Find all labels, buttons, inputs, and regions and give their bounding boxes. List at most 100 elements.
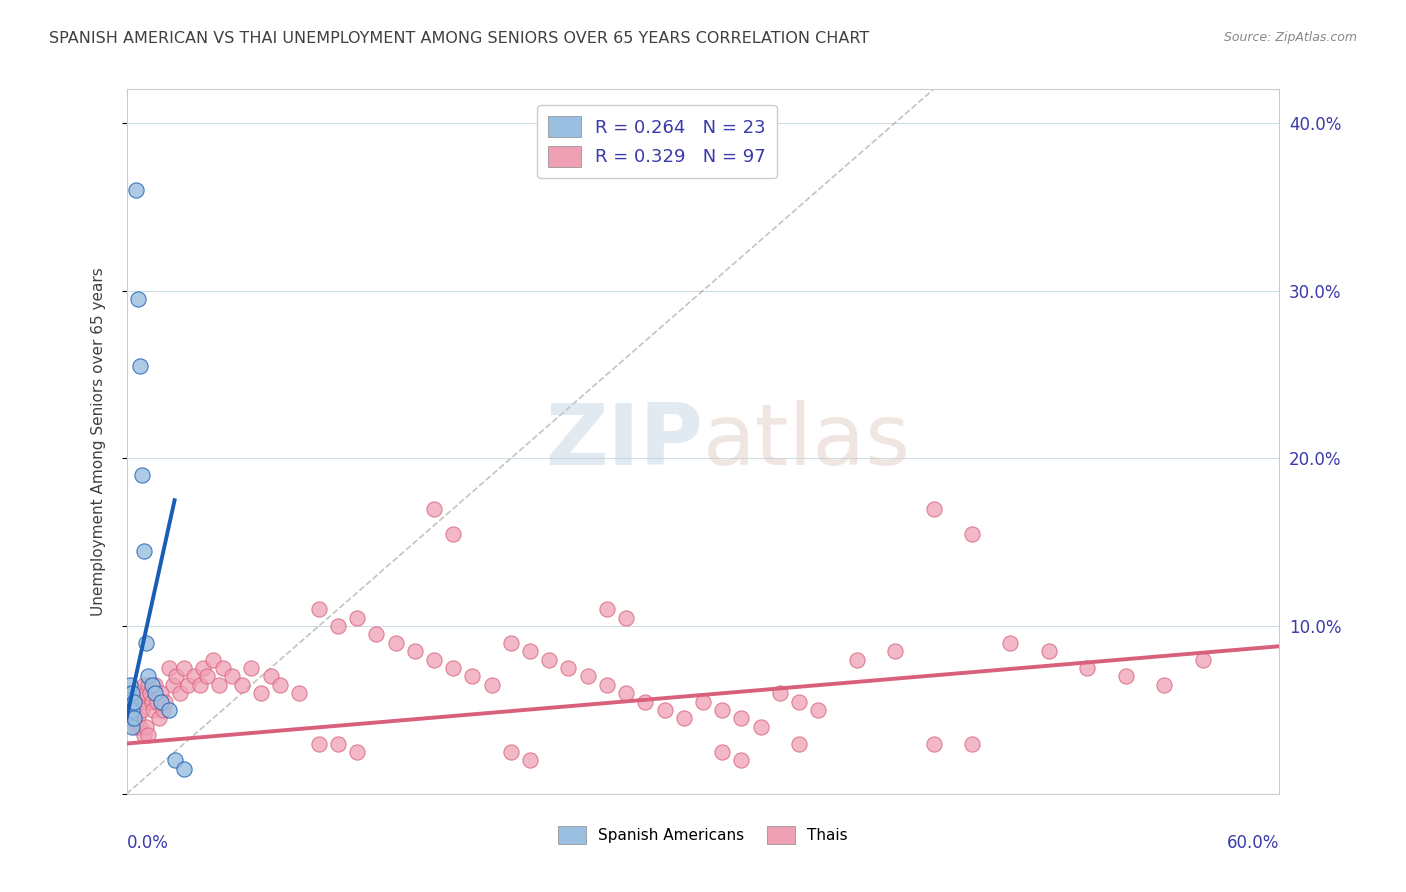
Point xyxy=(169,686,191,700)
Point xyxy=(131,703,153,717)
Point xyxy=(769,686,792,700)
Point xyxy=(150,686,173,700)
Point xyxy=(127,695,149,709)
Point xyxy=(193,661,215,675)
Point xyxy=(131,695,153,709)
Point xyxy=(127,292,149,306)
Point xyxy=(211,661,233,675)
Point xyxy=(845,653,868,667)
Point xyxy=(177,678,200,692)
Y-axis label: Unemployment Among Seniors over 65 years: Unemployment Among Seniors over 65 years xyxy=(91,268,105,615)
Point xyxy=(135,686,157,700)
Point xyxy=(129,359,152,373)
Point xyxy=(259,669,281,683)
Point xyxy=(132,678,155,692)
Point xyxy=(157,661,180,675)
Point xyxy=(125,183,148,197)
Point xyxy=(922,501,945,516)
Point xyxy=(423,501,446,516)
Point xyxy=(122,711,145,725)
Point xyxy=(441,661,464,675)
Point xyxy=(692,695,714,709)
Point xyxy=(240,661,263,675)
Point xyxy=(614,611,637,625)
Point xyxy=(136,678,159,692)
Point xyxy=(711,703,734,717)
Point xyxy=(250,686,273,700)
Point xyxy=(188,678,211,692)
Point xyxy=(960,737,983,751)
Point xyxy=(366,627,388,641)
Point xyxy=(142,703,165,717)
Text: 0.0%: 0.0% xyxy=(127,834,169,852)
Point xyxy=(173,762,195,776)
Point xyxy=(121,686,143,700)
Point xyxy=(499,636,522,650)
Point xyxy=(150,695,173,709)
Point xyxy=(120,695,142,709)
Point xyxy=(122,695,145,709)
Point xyxy=(129,720,152,734)
Point xyxy=(141,678,163,692)
Point xyxy=(384,636,406,650)
Point xyxy=(120,711,142,725)
Point xyxy=(1191,653,1213,667)
Point xyxy=(1000,636,1022,650)
Point xyxy=(614,686,637,700)
Point xyxy=(1115,669,1137,683)
Point xyxy=(1038,644,1060,658)
Point xyxy=(153,695,176,709)
Point xyxy=(596,678,619,692)
Point xyxy=(141,695,163,709)
Point xyxy=(672,711,695,725)
Point xyxy=(884,644,907,658)
Text: atlas: atlas xyxy=(703,400,911,483)
Point xyxy=(576,669,599,683)
Point xyxy=(711,745,734,759)
Point xyxy=(231,678,253,692)
Point xyxy=(120,711,142,725)
Point xyxy=(135,720,157,734)
Point xyxy=(326,619,349,633)
Point xyxy=(152,703,174,717)
Point xyxy=(269,678,291,692)
Point xyxy=(145,686,166,700)
Point xyxy=(121,695,143,709)
Point xyxy=(634,695,657,709)
Point xyxy=(346,611,368,625)
Point xyxy=(960,526,983,541)
Point xyxy=(404,644,426,658)
Point xyxy=(125,720,148,734)
Point xyxy=(173,661,195,675)
Point xyxy=(132,728,155,742)
Text: SPANISH AMERICAN VS THAI UNEMPLOYMENT AMONG SENIORS OVER 65 YEARS CORRELATION CH: SPANISH AMERICAN VS THAI UNEMPLOYMENT AM… xyxy=(49,31,869,46)
Point xyxy=(162,678,184,692)
Point xyxy=(519,753,541,767)
Point xyxy=(288,686,311,700)
Point xyxy=(183,669,205,683)
Point xyxy=(346,745,368,759)
Point xyxy=(146,695,169,709)
Point xyxy=(195,669,218,683)
Legend: Spanish Americans, Thais: Spanish Americans, Thais xyxy=(553,820,853,850)
Point xyxy=(136,728,159,742)
Point xyxy=(132,543,155,558)
Point xyxy=(730,753,752,767)
Point xyxy=(481,678,503,692)
Point xyxy=(202,653,225,667)
Text: 60.0%: 60.0% xyxy=(1227,834,1279,852)
Point xyxy=(1076,661,1098,675)
Point xyxy=(117,686,139,700)
Point xyxy=(654,703,676,717)
Point xyxy=(308,737,330,751)
Point xyxy=(208,678,231,692)
Point xyxy=(136,669,159,683)
Point xyxy=(131,468,153,483)
Point xyxy=(557,661,579,675)
Point xyxy=(787,737,810,751)
Point xyxy=(922,737,945,751)
Point xyxy=(166,669,188,683)
Point xyxy=(120,678,142,692)
Point xyxy=(163,753,186,767)
Point xyxy=(441,526,464,541)
